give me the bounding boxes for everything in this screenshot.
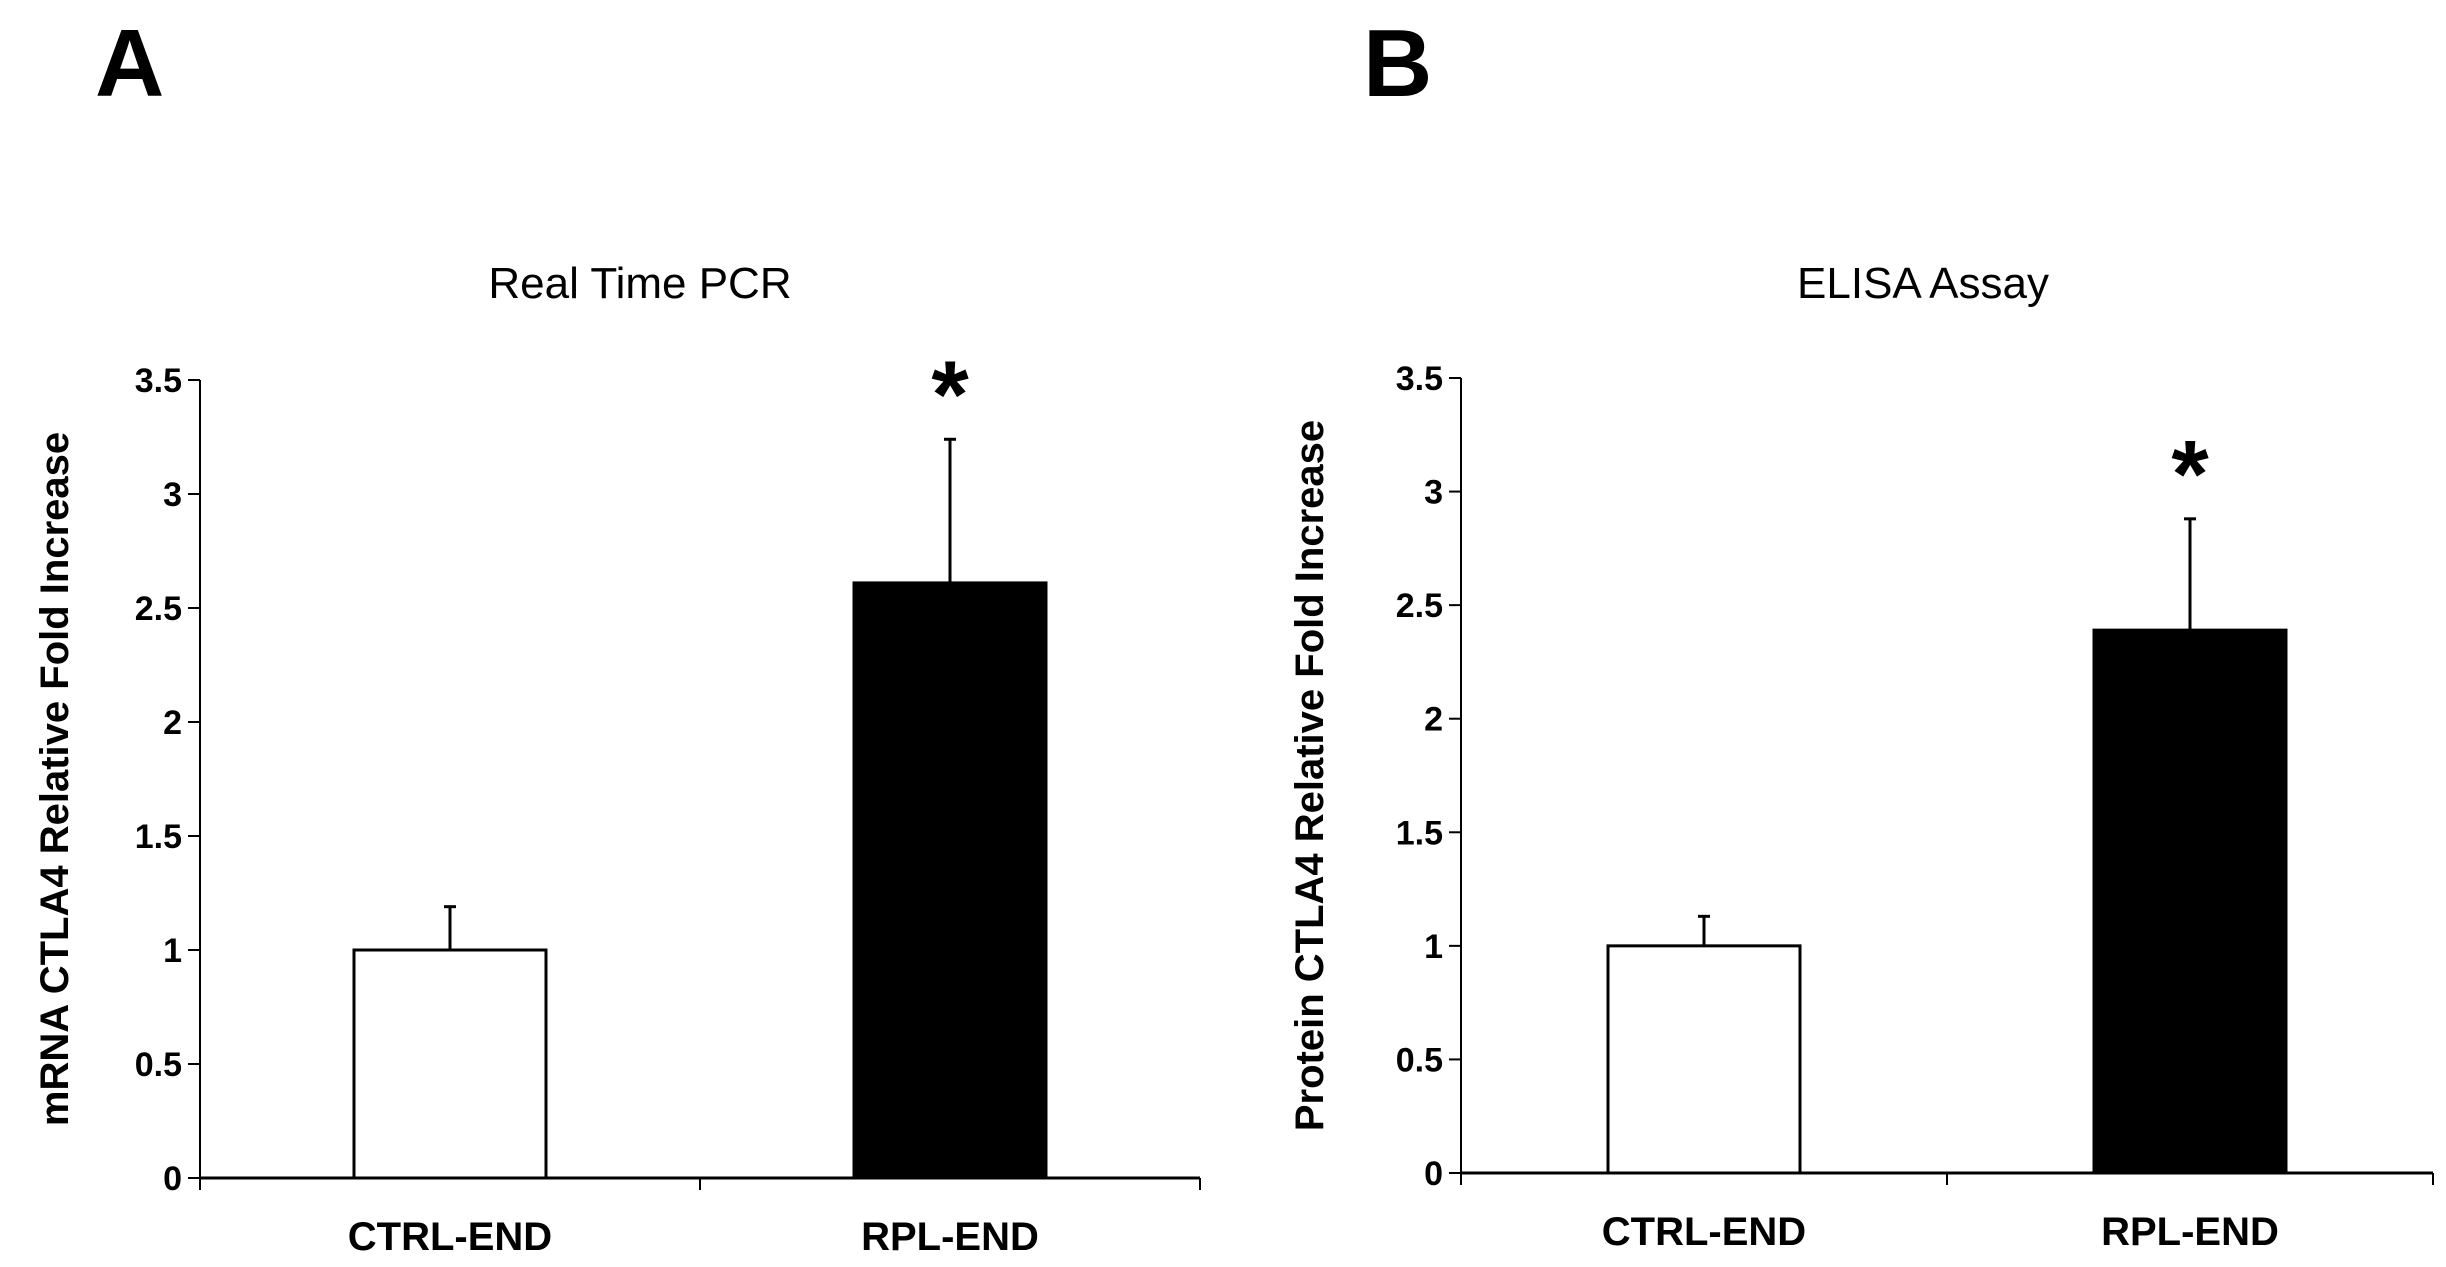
chart-a-category-label: CTRL-END [348,1215,552,1259]
chart-a-y-tick-label: 1 [163,932,182,970]
chart-a-svg: A Real Time PCR mRNA CTLA4 Relative Fold I… [33,10,1201,1259]
chart-a-y-tick-label: 0.5 [135,1046,182,1084]
chart-b-ylabel: Protein CTLA4 Relative Fold Increase [1288,420,1332,1131]
chart-a-title: Real Time PCR [488,259,791,308]
chart-b-y-tick-label: 1 [1424,928,1443,966]
chart-b-category-label: CTRL-END [1602,1210,1806,1254]
chart-a-y-tick-label: 3.5 [135,362,182,400]
chart-b-bar-rpl-end [2092,628,2288,1175]
chart-b-significance-annotation: * [2171,421,2209,528]
chart-b-y-tick-label: 1.5 [1396,814,1443,852]
chart-b-y-tick-label: 3.5 [1396,360,1443,398]
chart-a-panel-letter: A [95,10,164,117]
chart-panel-a: A Real Time PCR mRNA CTLA4 Relative Fold I… [33,10,1201,1259]
chart-b-svg: B ELISA Assay Protein CTLA4 Relative Fold … [1288,10,2434,1254]
chart-b-y-tick-label: 0 [1424,1155,1443,1193]
chart-a-significance-annotation: * [931,341,969,448]
chart-b-y-tick-label: 2.5 [1396,587,1443,625]
chart-b-y-tick-label: 2 [1424,701,1443,739]
chart-b-y-tick-label: 3 [1424,474,1443,512]
chart-b-title: ELISA Assay [1797,259,2049,308]
chart-b-y-tick-label: 0.5 [1396,1041,1443,1079]
chart-b-category-label: RPL-END [2101,1210,2279,1254]
chart-a-category-label: RPL-END [861,1215,1039,1259]
chart-a-bar-ctrl-end [352,948,548,1180]
chart-a-y-tick-label: 2.5 [135,590,182,628]
chart-b-panel-letter: B [1363,10,1432,117]
chart-a-y-tick-label: 3 [163,476,182,514]
chart-a-y-tick-label: 2 [163,704,182,742]
chart-panel-b: B ELISA Assay Protein CTLA4 Relative Fold … [1223,0,2446,1267]
chart-a-ylabel: mRNA CTLA4 Relative Fold Increase [33,432,77,1126]
chart-a-y-tick-label: 0 [163,1160,182,1198]
chart-b-bar-ctrl-end [1606,944,1802,1175]
chart-a-bar-rpl-end [852,581,1048,1180]
chart-a-y-tick-label: 1.5 [135,818,182,856]
